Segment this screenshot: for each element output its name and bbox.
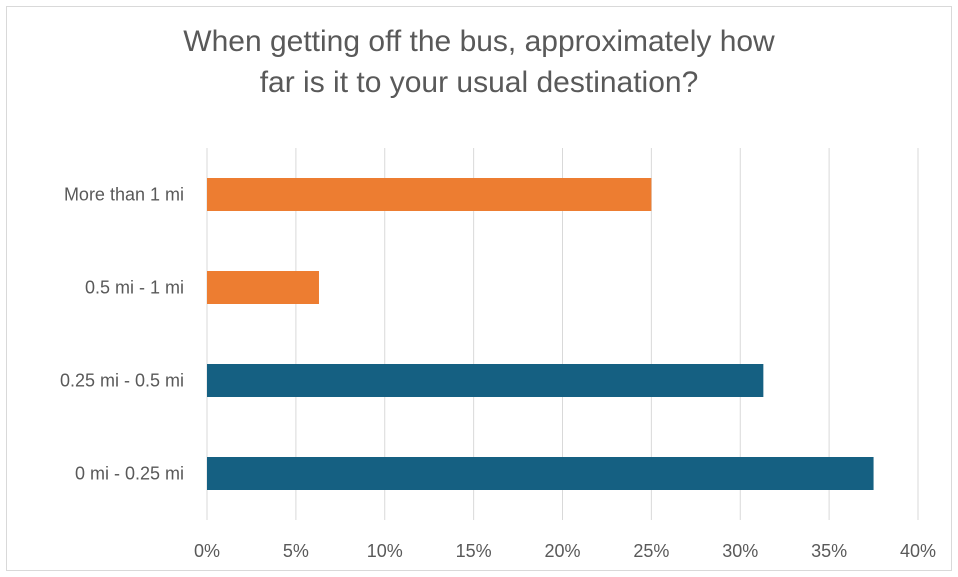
bar-3	[207, 457, 874, 490]
chart-title-line-1: When getting off the bus, approximately …	[183, 25, 775, 58]
x-tick-labels: 0% 5% 10% 15% 20% 25% 30% 35% 40%	[194, 541, 936, 561]
category-label: 0.5 mi - 1 mi	[85, 278, 184, 298]
bar-1	[207, 271, 319, 304]
bar-2	[207, 364, 764, 397]
category-label: 0 mi - 0.25 mi	[75, 464, 184, 484]
chart-title-line-2: far is it to your usual destination?	[259, 65, 699, 99]
x-tick-label: 40%	[900, 541, 936, 561]
bars	[207, 178, 874, 490]
x-tick-label: 15%	[456, 541, 492, 561]
x-tick-label: 0%	[194, 541, 220, 561]
bar-0	[207, 178, 652, 211]
x-tick-label: 30%	[722, 541, 758, 561]
category-labels: More than 1 mi 0.5 mi - 1 mi 0.25 mi - 0.5…	[60, 185, 184, 484]
x-tick-label: 5%	[283, 541, 309, 561]
x-tick-label: 20%	[544, 541, 580, 561]
x-tick-label: 10%	[367, 541, 403, 561]
category-label: 0.25 mi - 0.5 mi	[60, 371, 184, 391]
category-label: More than 1 mi	[64, 185, 184, 205]
x-tick-label: 25%	[633, 541, 669, 561]
chart-title: When getting off the bus, approximately …	[0, 22, 958, 104]
x-tick-label: 35%	[811, 541, 847, 561]
